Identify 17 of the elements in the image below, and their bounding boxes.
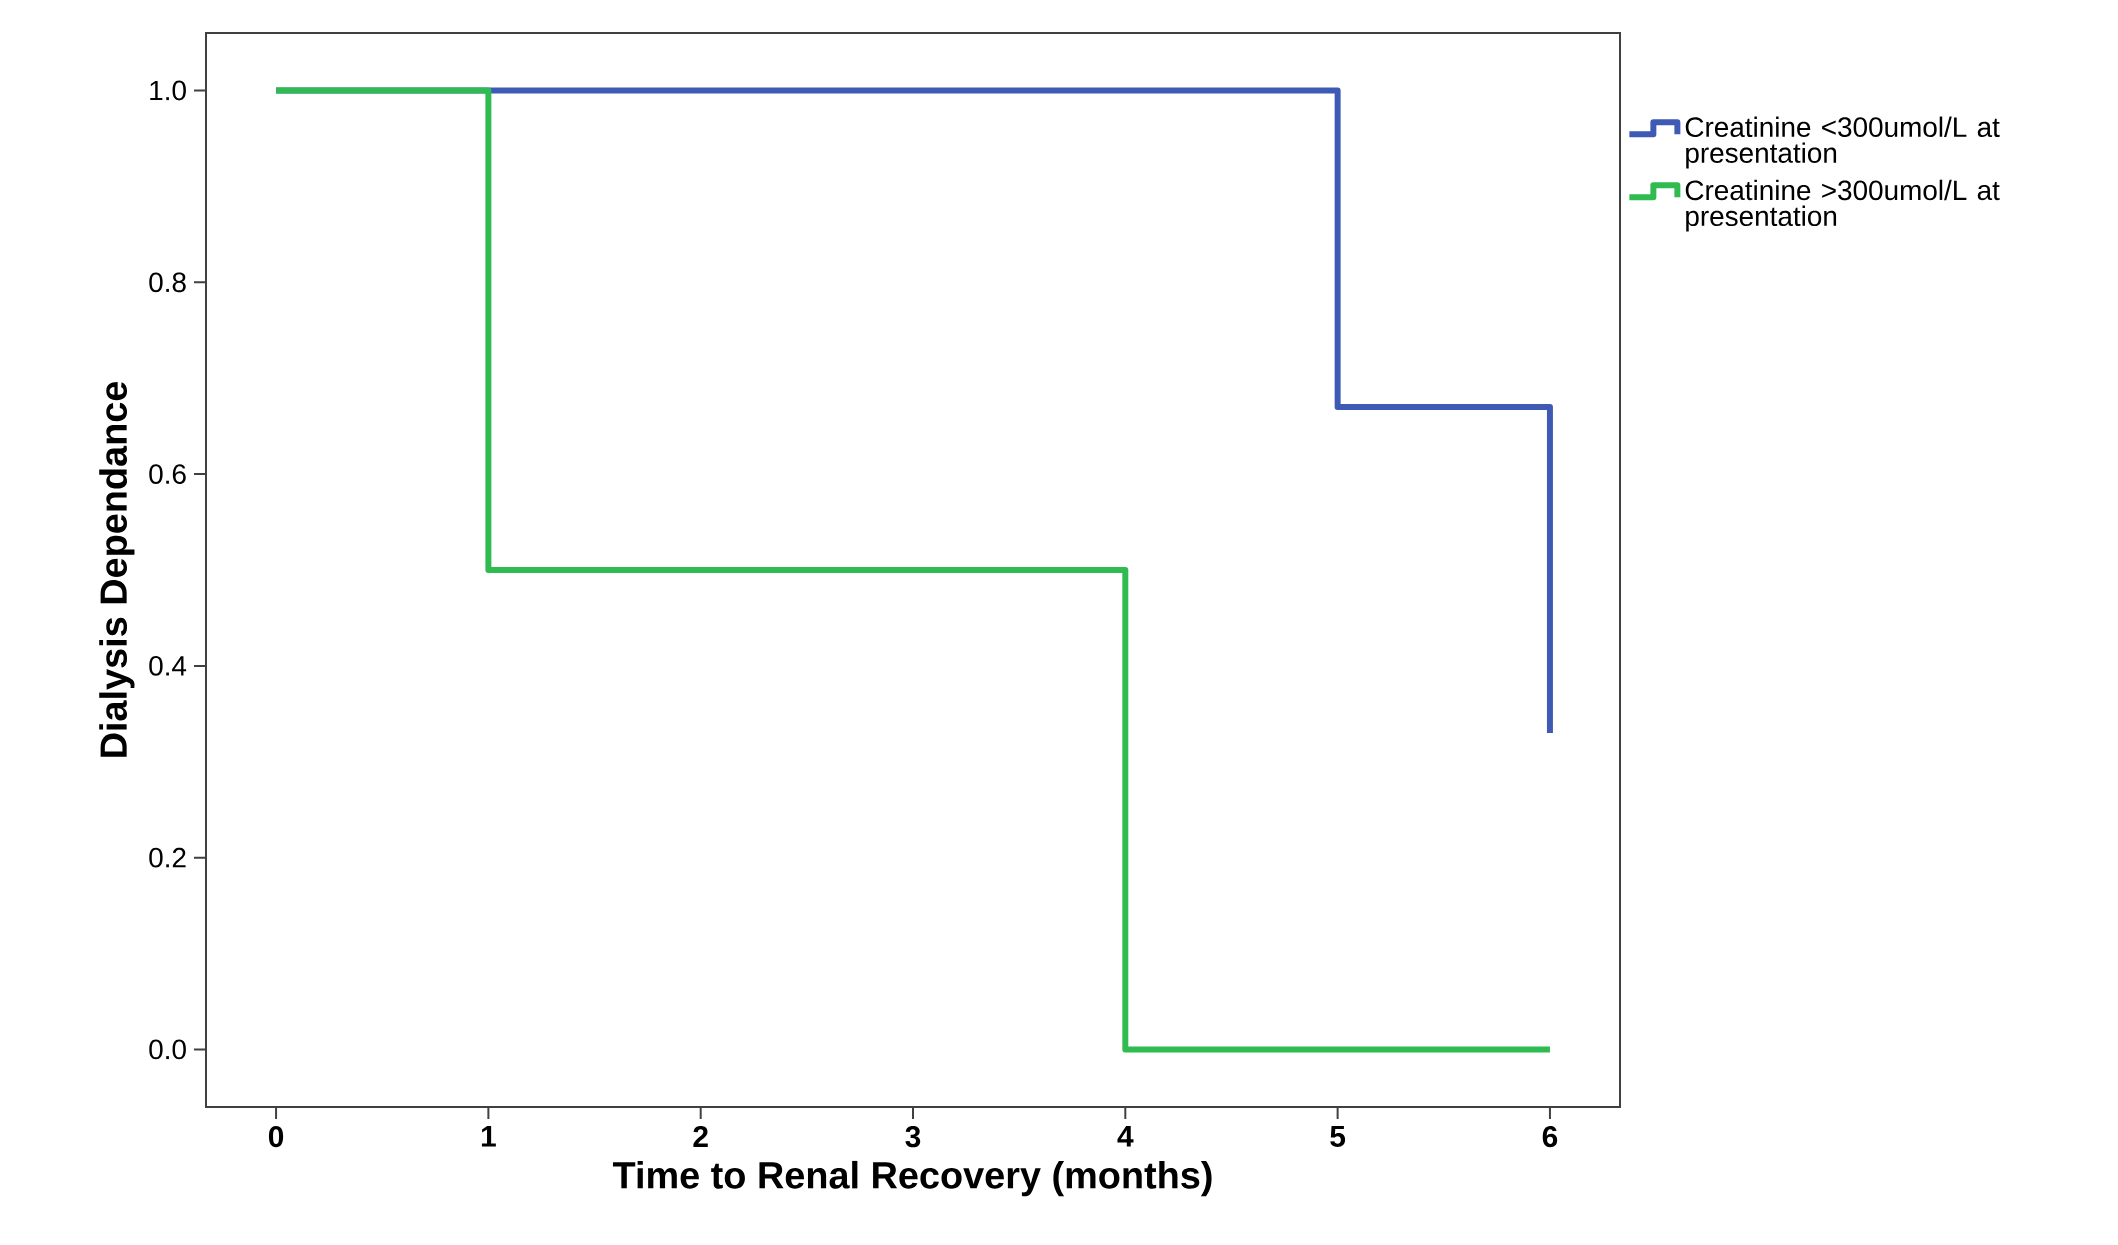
x-tick-label: 0 xyxy=(268,1126,284,1148)
y-tick-label: 0.8 xyxy=(149,272,186,293)
x-tick-label: 3 xyxy=(905,1126,921,1148)
y-axis-title: Dialysis Dependance xyxy=(99,381,135,757)
x-tick-label: 4 xyxy=(1117,1126,1134,1147)
x-tick-label: 6 xyxy=(1542,1126,1558,1148)
x-tick-label: 1 xyxy=(481,1126,496,1147)
x-axis-title: Time to Renal Recovery (months) xyxy=(612,1160,1212,1197)
y-tick-label: 1.0 xyxy=(150,80,186,101)
legend-label: Creatinine >300umol/L at presentation xyxy=(1685,179,2000,232)
y-tick-label: 0.2 xyxy=(149,847,186,868)
legend-label: Creatinine <300umol/L at presentation xyxy=(1685,116,2000,169)
x-tick-label: 5 xyxy=(1330,1126,1346,1147)
y-tick-label: 0.6 xyxy=(149,464,186,484)
y-tick-label: 0.4 xyxy=(149,655,187,676)
x-tick-label: 2 xyxy=(693,1126,708,1147)
y-tick-label: 0.0 xyxy=(149,1039,186,1060)
